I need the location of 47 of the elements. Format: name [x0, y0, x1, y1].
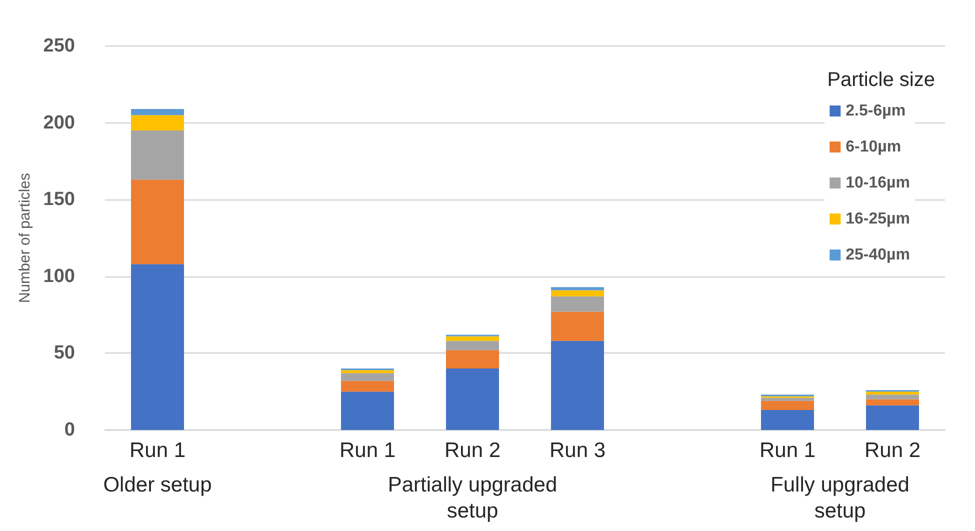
bar	[551, 287, 604, 290]
bar	[446, 368, 499, 430]
y-axis-title: Number of particles	[16, 172, 34, 304]
legend-label: 25-40µm	[846, 246, 910, 264]
text: Older setup	[103, 474, 212, 496]
legend-label: 2.5-6µm	[846, 102, 906, 120]
text: Fully upgraded setup	[770, 474, 910, 522]
bar	[131, 130, 184, 180]
legend-label: 10-16µm	[846, 174, 910, 192]
bar	[341, 392, 394, 430]
bar	[446, 340, 499, 350]
y-tick-label: 100	[43, 266, 75, 287]
y-tick-label: 50	[54, 342, 75, 364]
y-tick-label: 0	[64, 420, 75, 440]
bar	[131, 108, 184, 116]
x-tick-label: Run 1	[759, 439, 816, 462]
y-tick-label: 150	[43, 189, 75, 210]
x-tick-label: Run 3	[549, 439, 606, 462]
legend-title: Particle size	[827, 69, 935, 91]
bar	[761, 410, 814, 430]
bar	[341, 373, 394, 381]
bar	[761, 398, 814, 401]
bar	[761, 400, 814, 410]
bar	[131, 180, 184, 264]
bar	[341, 380, 394, 392]
text: Partially upgraded setup	[388, 474, 558, 522]
bar	[551, 290, 604, 296]
x-tick-label: Run 2	[864, 439, 921, 462]
bar	[866, 394, 919, 400]
bar	[551, 296, 604, 312]
legend-label: 6-10µm	[846, 138, 902, 156]
y-tick-label: 200	[43, 112, 75, 134]
bar	[551, 312, 604, 341]
x-tick-label: Run 2	[444, 439, 501, 462]
bar	[131, 264, 184, 430]
y-tick-label: 250	[43, 36, 75, 56]
bar	[446, 350, 499, 369]
bar	[446, 336, 499, 341]
bar	[341, 370, 394, 374]
bar	[866, 392, 919, 395]
bar	[131, 115, 184, 130]
x-tick-label: Run 1	[129, 439, 186, 462]
bar	[551, 340, 604, 430]
legend-label: 16-25µm	[846, 210, 910, 228]
bar	[866, 405, 919, 430]
x-tick-label: Run 1	[339, 439, 396, 462]
bar	[866, 399, 919, 406]
